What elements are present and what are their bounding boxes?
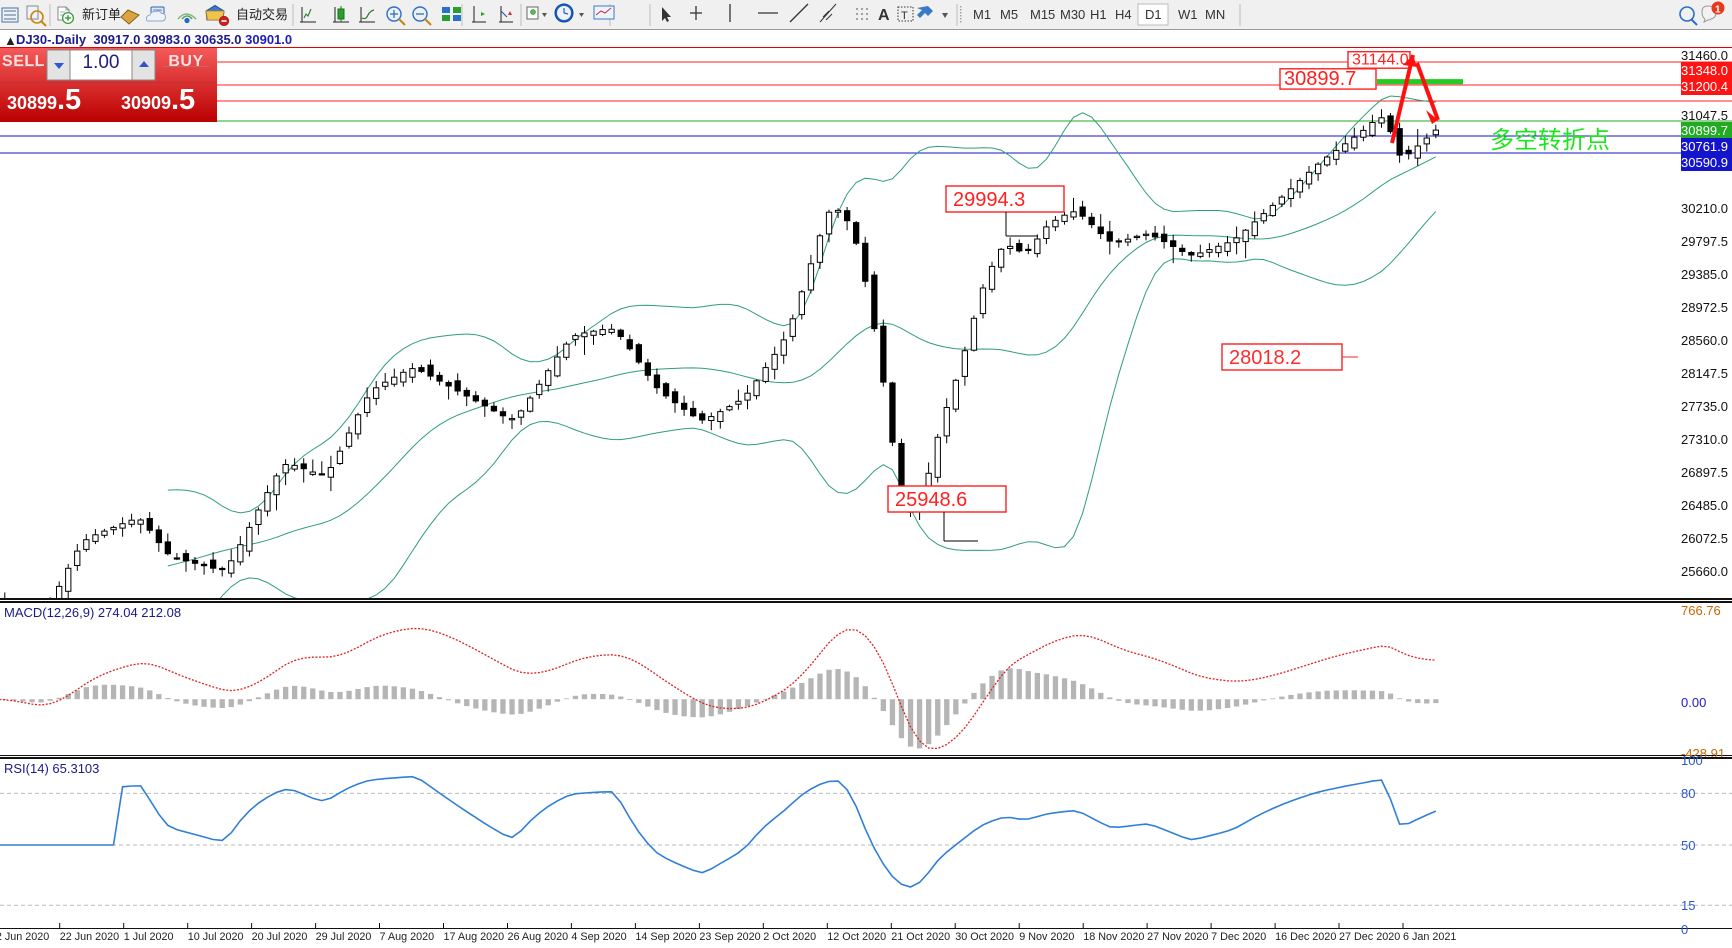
- svg-text:31144.0: 31144.0: [1352, 52, 1409, 69]
- svg-text:28018.2: 28018.2: [1229, 347, 1301, 369]
- svg-text:M15: M15: [1030, 7, 1055, 22]
- svg-text:M5: M5: [1000, 7, 1018, 22]
- svg-text:T: T: [901, 10, 908, 22]
- svg-text:W1: W1: [1178, 7, 1198, 22]
- svg-text:H1: H1: [1090, 7, 1107, 22]
- svg-text:29994.3: 29994.3: [953, 189, 1025, 211]
- svg-text:1: 1: [1715, 5, 1721, 16]
- svg-text:M30: M30: [1060, 7, 1085, 22]
- svg-text:多空转折点: 多空转折点: [1490, 127, 1610, 154]
- svg-text:H4: H4: [1115, 7, 1132, 22]
- svg-text:D1: D1: [1145, 7, 1162, 22]
- svg-text:新订单: 新订单: [82, 7, 121, 22]
- svg-text:MN: MN: [1205, 7, 1225, 22]
- svg-text:自动交易: 自动交易: [236, 7, 288, 22]
- svg-text:25948.6: 25948.6: [895, 489, 967, 511]
- svg-text:30899.7: 30899.7: [1284, 68, 1356, 90]
- svg-text:M1: M1: [973, 7, 991, 22]
- svg-text:A: A: [878, 7, 890, 24]
